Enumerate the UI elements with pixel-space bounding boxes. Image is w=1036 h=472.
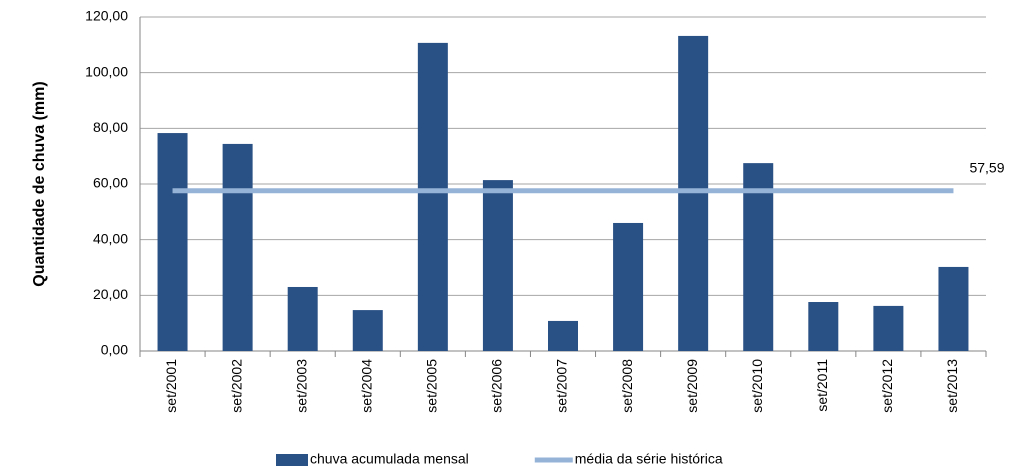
- bar: [938, 266, 969, 351]
- bar: [743, 163, 774, 351]
- y-tick-label: 60,00: [93, 175, 128, 191]
- bar: [482, 180, 513, 351]
- bar: [222, 143, 253, 351]
- y-axis-title: Quantidade de chuva (mm): [31, 81, 48, 286]
- x-tick-label: set/2008: [619, 359, 635, 413]
- x-tick-label: set/2004: [358, 359, 374, 413]
- bar: [613, 222, 644, 351]
- y-tick-label: 0,00: [101, 342, 128, 358]
- y-tick-label: 100,00: [85, 63, 128, 79]
- x-tick-label: set/2007: [554, 359, 570, 413]
- bar: [548, 320, 578, 351]
- legend-label: chuva acumulada mensal: [310, 451, 469, 467]
- x-tick-label: set/2013: [944, 359, 960, 413]
- x-tick-label: set/2010: [749, 359, 765, 413]
- y-tick-label: 40,00: [93, 230, 128, 246]
- bar: [808, 302, 839, 351]
- legend-swatch: [276, 454, 308, 466]
- bar: [352, 310, 383, 351]
- y-tick-label: 80,00: [93, 119, 128, 135]
- bar: [417, 42, 448, 351]
- bar: [678, 35, 709, 351]
- y-tick-label: 20,00: [93, 286, 128, 302]
- x-tick-label: set/2002: [228, 359, 244, 413]
- x-tick-label: set/2001: [163, 359, 179, 413]
- bar: [873, 305, 904, 351]
- y-tick-label: 120,00: [85, 8, 128, 24]
- x-tick-label: set/2006: [489, 359, 505, 413]
- x-tick-label: set/2011: [814, 359, 830, 412]
- x-tick-label: set/2003: [293, 359, 309, 413]
- x-tick-label: set/2005: [424, 359, 440, 413]
- x-tick-label: set/2009: [684, 359, 700, 413]
- x-tick-label: set/2012: [879, 359, 895, 413]
- bar: [157, 133, 188, 351]
- value-label: 57,59: [969, 159, 1004, 175]
- bar: [287, 286, 318, 351]
- legend-label: média da série histórica: [575, 451, 723, 467]
